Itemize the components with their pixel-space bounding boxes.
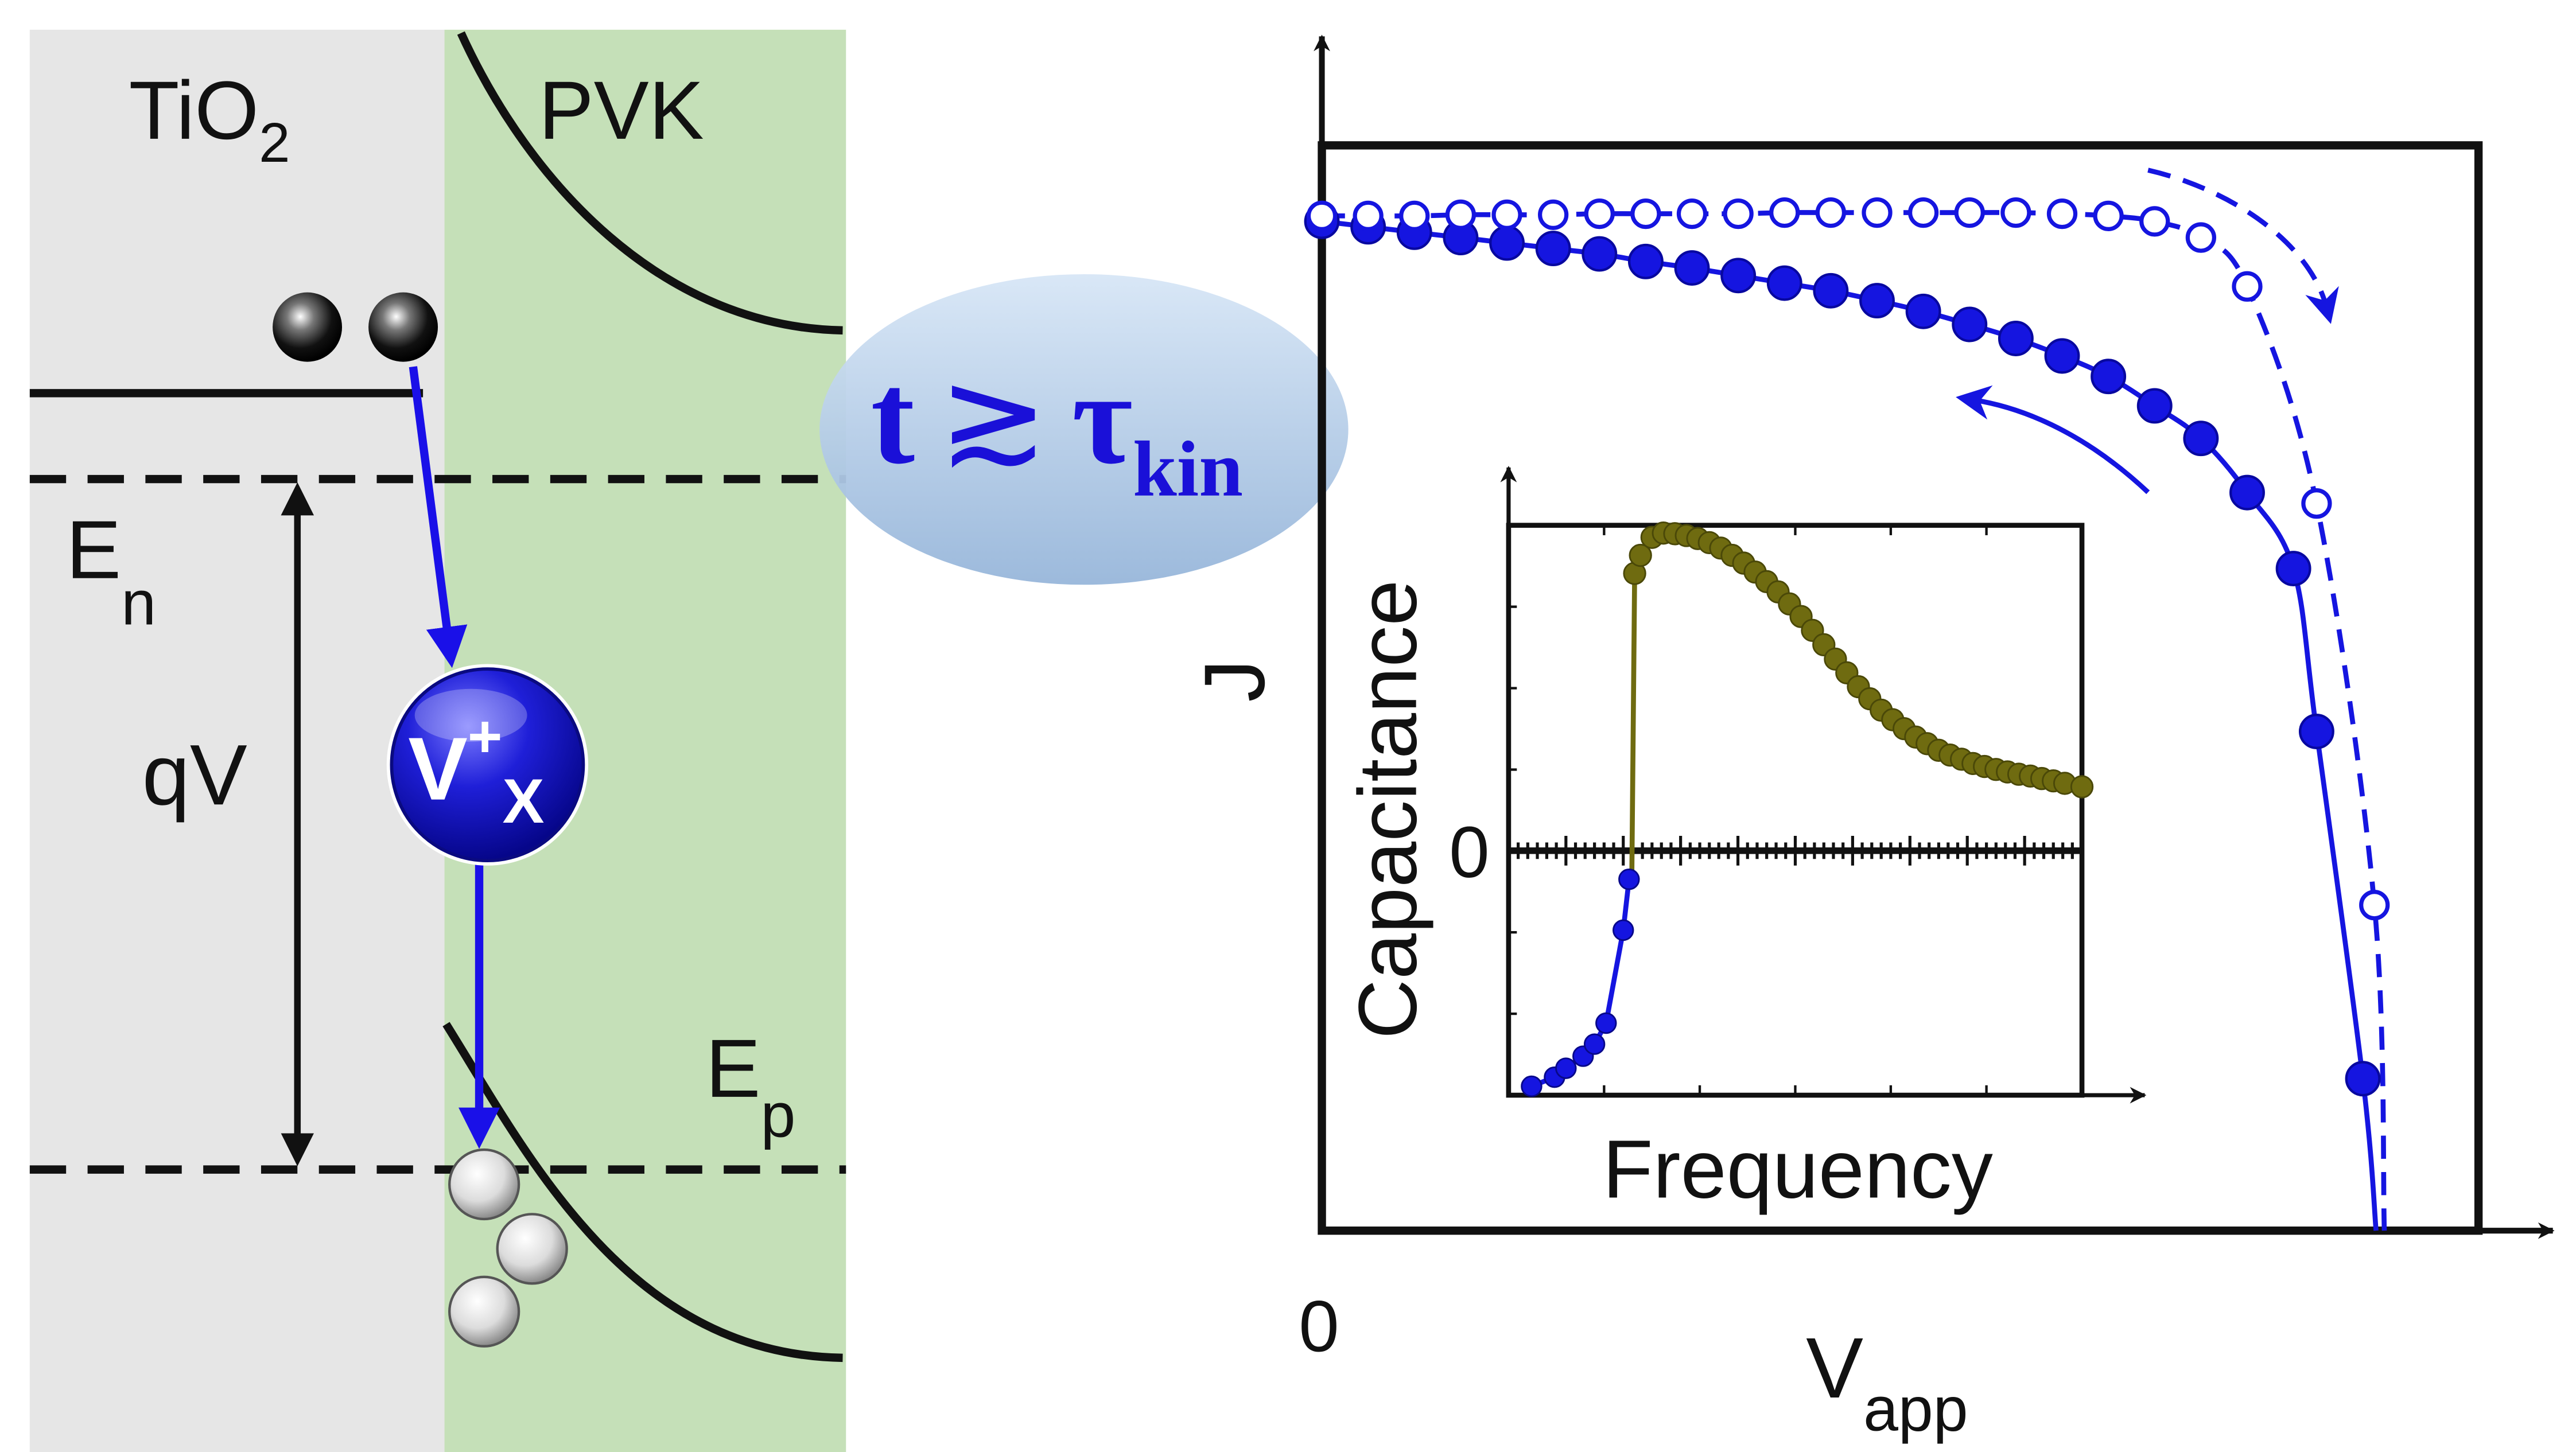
inset-negative-point bbox=[1521, 1075, 1543, 1097]
jv-point-filled bbox=[2136, 388, 2173, 424]
inset-positive-point bbox=[2070, 775, 2094, 799]
tio2-region bbox=[29, 29, 445, 1452]
time-condition-bubble: t ≳ τkin bbox=[819, 274, 1349, 585]
electron bbox=[273, 292, 343, 362]
tio2-label: TiO2 bbox=[129, 64, 290, 174]
jv-point-filled bbox=[2345, 1061, 2381, 1097]
vacancy-label: V+X bbox=[408, 703, 544, 836]
inset-negative-point bbox=[1555, 1057, 1577, 1079]
en-label: En bbox=[66, 504, 156, 639]
electron-capture-arrow bbox=[409, 366, 468, 668]
jv-point-filled bbox=[2229, 474, 2265, 511]
jv-plot: 0 Vapp J bbox=[1186, 34, 2555, 1445]
jv-markers bbox=[1304, 197, 2390, 1097]
jv-point-open bbox=[1353, 200, 1384, 231]
inset-positive-point bbox=[1629, 543, 1652, 567]
inset-negative-point bbox=[1618, 868, 1640, 890]
ion-vacancy: V+X bbox=[386, 664, 589, 866]
jv-point-filled bbox=[1859, 283, 1895, 319]
jv-point-open bbox=[2301, 488, 2332, 519]
jv-point-filled bbox=[2183, 421, 2219, 457]
jv-point-open bbox=[1538, 199, 1569, 230]
inset-negative-point bbox=[1583, 1033, 1606, 1055]
jv-point-open bbox=[2232, 271, 2263, 302]
inset-ticks bbox=[1508, 525, 2074, 1096]
jv-point-open bbox=[1723, 198, 1754, 229]
capacitance-label: Capacitance bbox=[1342, 580, 1434, 1039]
pvk-valence-band bbox=[442, 1022, 843, 1363]
jv-point-filled bbox=[1489, 225, 1525, 261]
inset-negative-point bbox=[1613, 919, 1634, 941]
inset-zero-label: 0 bbox=[1449, 811, 1489, 893]
jv-point-filled bbox=[1720, 258, 1757, 294]
band-diagram: TiO2 PVK En Ep qV V+X bbox=[29, 29, 846, 1452]
jv-curve-filled-line bbox=[1322, 219, 2379, 1231]
frequency-label: Frequency bbox=[1603, 1123, 1993, 1216]
jv-point-filled bbox=[1813, 273, 1849, 309]
jv-point-filled bbox=[2298, 714, 2334, 749]
jv-point-open bbox=[1630, 198, 1661, 229]
hole bbox=[448, 1148, 520, 1221]
jv-point-filled bbox=[2275, 551, 2311, 587]
jv-point-open bbox=[2093, 200, 2124, 231]
jv-point-filled bbox=[1582, 236, 1618, 272]
inset-negative-point bbox=[1595, 1012, 1617, 1034]
inset-series bbox=[1521, 521, 2094, 1097]
jv-point-open bbox=[1491, 199, 1522, 230]
jv-point-open bbox=[1306, 200, 1338, 231]
time-condition-label: t ≳ τkin bbox=[871, 345, 1243, 513]
jv-point-filled bbox=[1674, 250, 1710, 286]
ep-label: Ep bbox=[706, 1022, 796, 1150]
jv-point-filled bbox=[1535, 231, 1571, 267]
jv-point-open bbox=[2046, 198, 2078, 229]
hole bbox=[496, 1213, 568, 1285]
jv-point-open bbox=[2139, 206, 2170, 237]
origin-label: 0 bbox=[1299, 1285, 1339, 1367]
jv-point-open bbox=[1584, 198, 1615, 229]
jv-point-filled bbox=[1766, 265, 1802, 301]
jv-point-filled bbox=[1905, 293, 1941, 329]
jv-point-filled bbox=[2091, 359, 2127, 395]
jv-point-open bbox=[1676, 198, 1708, 229]
pvk-label: PVK bbox=[539, 64, 704, 157]
jv-point-filled bbox=[1627, 243, 1664, 279]
jv-point-filled bbox=[2044, 338, 2080, 374]
jv-point-open bbox=[1907, 197, 1939, 228]
jv-point-open bbox=[1769, 197, 1800, 228]
jv-point-open bbox=[1815, 197, 1847, 228]
jv-point-open bbox=[1445, 199, 1477, 230]
electron bbox=[368, 292, 438, 362]
jv-point-filled bbox=[1952, 306, 1988, 342]
hole bbox=[448, 1275, 520, 1348]
pvk-conduction-band bbox=[457, 31, 843, 335]
j-label: J bbox=[1186, 659, 1283, 702]
jv-point-open bbox=[2000, 197, 2031, 228]
jv-point-open bbox=[1399, 200, 1430, 231]
jv-point-open bbox=[2359, 889, 2390, 921]
jv-point-open bbox=[1862, 197, 1893, 228]
v-app-label: Vapp bbox=[1806, 1319, 1968, 1445]
reverse-scan-arrow bbox=[1956, 385, 2150, 495]
jv-point-filled bbox=[1998, 321, 2034, 356]
qv-label: qV bbox=[142, 726, 247, 823]
forward-scan-arrow bbox=[2147, 168, 2339, 324]
jv-point-open bbox=[1954, 197, 1985, 228]
jv-point-open bbox=[2185, 222, 2217, 253]
capacitance-inset: 0 Capacitance Frequency bbox=[1342, 465, 2147, 1216]
